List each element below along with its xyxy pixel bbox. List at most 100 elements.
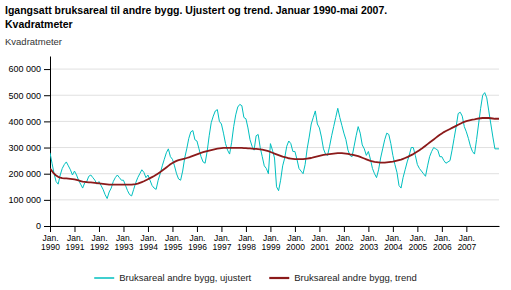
- title: Igangsatt bruksareal til andre bygg. Uju…: [5, 4, 387, 16]
- x-tick: Jan.1999: [261, 226, 280, 252]
- x-tick-mark: [295, 226, 296, 232]
- x-tick-label: Jan.1996: [188, 233, 207, 252]
- y-tick-label: 200 000: [8, 169, 41, 179]
- x-tick: Jan.2004: [384, 226, 403, 252]
- grid-line: [50, 121, 499, 122]
- x-tick-mark: [221, 226, 222, 232]
- y-tick-label: 400 000: [8, 117, 41, 127]
- legend-swatch: [269, 277, 289, 279]
- x-tick-label: Jan.1990: [41, 233, 60, 252]
- x-tick-label: Jan.1991: [66, 233, 85, 252]
- legend-swatch: [94, 277, 114, 279]
- x-tick-label-line: 2006: [433, 242, 452, 252]
- y-tick-label: 0: [36, 221, 41, 231]
- x-tick-label: Jan.1995: [163, 233, 182, 252]
- x-tick-mark: [368, 226, 369, 232]
- x-tick-label-line: 1998: [237, 242, 256, 252]
- x-tick: Jan.1996: [188, 226, 207, 252]
- y-tick-label: 600 000: [8, 64, 41, 74]
- chart: Igangsatt bruksareal til andre bygg. Uju…: [0, 0, 511, 290]
- legend-label: Bruksareal andre bygg, trend: [294, 272, 417, 283]
- grid: [50, 69, 499, 226]
- x-tick-label-line: 1991: [66, 242, 85, 252]
- y-tick: 0: [36, 221, 50, 231]
- x-tick-label-line: 1994: [139, 242, 158, 252]
- y-tick-mark: [44, 95, 50, 96]
- y-axis-title: Kvadratmeter: [5, 36, 62, 47]
- x-tick-mark: [50, 226, 51, 232]
- x-tick: Jan.2002: [335, 226, 354, 252]
- x-tick-label: Jan.1998: [237, 233, 256, 252]
- grid-line: [50, 226, 499, 227]
- y-tick-mark: [44, 121, 50, 122]
- x-tick: Jan.1997: [212, 226, 231, 252]
- grid-line: [50, 173, 499, 174]
- x-tick-mark: [123, 226, 124, 232]
- grid-line: [50, 69, 499, 70]
- x-tick-label: Jan.2005: [408, 233, 427, 252]
- x-tick-label-line: 2007: [457, 242, 476, 252]
- y-tick-label: 300 000: [8, 143, 41, 153]
- x-tick: Jan.1993: [115, 226, 134, 252]
- x-tick: Jan.1998: [237, 226, 256, 252]
- x-tick-mark: [417, 226, 418, 232]
- grid-line: [50, 147, 499, 148]
- x-tick-label-line: 1995: [163, 242, 182, 252]
- y-tick-mark: [44, 174, 50, 175]
- x-tick: Jan.2007: [457, 226, 476, 252]
- x-tick-label: Jan.1999: [261, 233, 280, 252]
- legend-label: Bruksareal andre bygg, ujustert: [119, 272, 251, 283]
- x-tick-mark: [148, 226, 149, 232]
- x-tick-label: Jan.2001: [310, 233, 329, 252]
- x-tick: Jan.1991: [66, 226, 85, 252]
- x-tick-label: Jan.2007: [457, 233, 476, 252]
- series-line: [50, 118, 499, 185]
- y-tick: 400 000: [8, 117, 50, 127]
- grid-line: [50, 95, 499, 96]
- x-tick: Jan.1994: [139, 226, 158, 252]
- x-tick-mark: [319, 226, 320, 232]
- x-tick: Jan.2000: [286, 226, 305, 252]
- y-axis: 0100 000200 000300 000400 000500 000600 …: [8, 57, 50, 232]
- x-tick: Jan.2001: [310, 226, 329, 252]
- series-line: [50, 93, 499, 199]
- x-tick-mark: [393, 226, 394, 232]
- y-tick: 600 000: [8, 64, 50, 74]
- x-tick-label: Jan.2004: [384, 233, 403, 252]
- legend-item: Bruksareal andre bygg, trend: [269, 272, 417, 283]
- x-tick-label-line: 1996: [188, 242, 207, 252]
- x-tick: Jan.2006: [433, 226, 452, 252]
- x-tick-label: Jan.1992: [90, 233, 109, 252]
- x-tick-label: Jan.1997: [212, 233, 231, 252]
- x-tick-label: Jan.1993: [115, 233, 134, 252]
- x-tick-label: Jan.2003: [359, 233, 378, 252]
- y-tick-mark: [44, 148, 50, 149]
- x-tick-label-line: 1990: [41, 242, 60, 252]
- x-tick-label: Jan.2002: [335, 233, 354, 252]
- x-tick: Jan.2005: [408, 226, 427, 252]
- x-tick-mark: [442, 226, 443, 232]
- y-tick: 200 000: [8, 169, 50, 179]
- y-tick-mark: [44, 200, 50, 201]
- x-tick-mark: [172, 226, 173, 232]
- x-tick-label-line: 2003: [359, 242, 378, 252]
- plot-area: [50, 93, 499, 199]
- y-tick: 300 000: [8, 143, 50, 153]
- x-tick-mark: [246, 226, 247, 232]
- x-tick-mark: [344, 226, 345, 232]
- x-tick-mark: [270, 226, 271, 232]
- x-tick-label-line: 1999: [261, 242, 280, 252]
- y-axis-line: [50, 57, 51, 227]
- y-tick-mark: [44, 226, 50, 227]
- y-tick-label: 500 000: [8, 91, 41, 101]
- x-tick-label: Jan.2006: [433, 233, 452, 252]
- x-tick-mark: [466, 226, 467, 232]
- x-tick-label-line: 2004: [384, 242, 403, 252]
- x-tick: Jan.1995: [163, 226, 182, 252]
- x-tick-label-line: 2000: [286, 242, 305, 252]
- legend: Bruksareal andre bygg, ujustert Bruksarea…: [94, 272, 417, 283]
- x-tick-label: Jan.1994: [139, 233, 158, 252]
- y-tick-mark: [44, 69, 50, 70]
- grid-line: [50, 199, 499, 200]
- x-tick-label-line: 1997: [212, 242, 231, 252]
